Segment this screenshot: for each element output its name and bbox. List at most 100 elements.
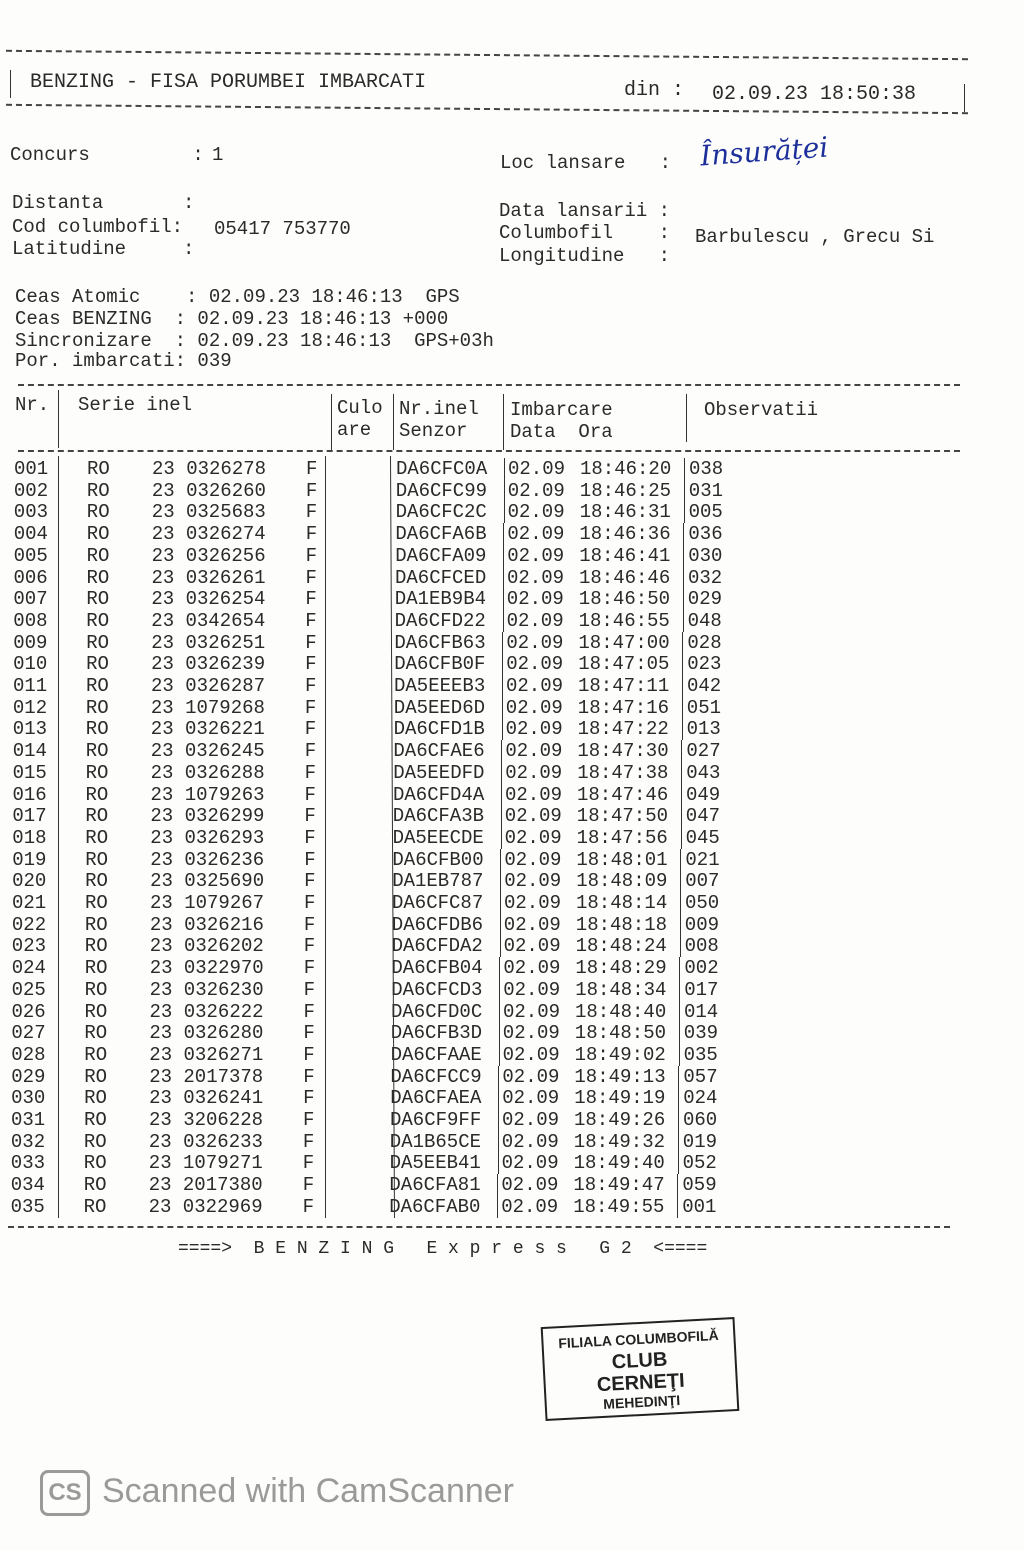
country-cell: RO	[83, 1174, 107, 1197]
country-cell: RO	[85, 740, 109, 763]
nr-cell: 011	[13, 675, 48, 697]
time-cell: 18:46:55	[578, 609, 670, 632]
column-divider	[680, 892, 681, 914]
time-cell: 18:47:11	[578, 675, 670, 697]
nr-cell: 025	[11, 978, 46, 1001]
table-row: 011 RO 23 0326287 F DA5EEEB3 02.09 18:47:11 042	[0, 675, 1024, 697]
column-divider	[679, 978, 681, 1001]
column-divider	[677, 1195, 679, 1218]
din-value: 02.09.23 18:50:38	[712, 83, 917, 106]
ceas-benzing: Ceas BENZING : 02.09.23 18:46:13 +000	[15, 308, 449, 330]
table-row: 012 RO 23 1079268 F DA5EED6D 02.09 18:47:16 051	[0, 696, 1024, 719]
date-cell: 02.09	[504, 870, 562, 893]
porumbei-imbarcati: Por. imbarcati: 039	[15, 350, 232, 372]
ring-number-cell: 23 0326216	[149, 913, 264, 936]
header-left-border	[10, 70, 11, 98]
ring-number-cell: 23 0326245	[150, 740, 265, 763]
time-cell: 18:47:30	[577, 740, 669, 763]
time-cell: 18:46:50	[578, 588, 671, 611]
time-cell: 18:48:29	[575, 957, 667, 980]
ring-number-cell: 23 1079271	[148, 1152, 263, 1175]
ring-number-cell: 23 0326293	[150, 826, 265, 849]
nr-cell: 031	[11, 1109, 46, 1131]
column-divider	[500, 805, 502, 828]
sex-cell: F	[304, 740, 317, 763]
observatii-cell: 035	[683, 1043, 718, 1066]
date-cell: 02.09	[508, 458, 566, 480]
ring-number-cell: 23 0325683	[151, 501, 266, 524]
country-cell: RO	[84, 1065, 107, 1088]
table-row: 013 RO 23 0326221 F DA6CFD1B 02.09 18:47:22 013	[0, 718, 1024, 741]
country-cell: RO	[86, 653, 109, 676]
table-row: 030 RO 23 0326241 F DA6CFAEA 02.09 18:49:19 024	[0, 1087, 1024, 1110]
column-divider	[680, 870, 682, 893]
column-divider	[683, 479, 685, 502]
table-row: 001 RO 23 0326278 F DA6CFC0A 02.09 18:46:20 038	[0, 458, 1024, 480]
nr-cell: 013	[12, 718, 48, 741]
footer-banner: ====> B E N Z I N G E x p r e s s G 2 <=…	[178, 1239, 708, 1259]
ring-number-cell: 23 0326222	[149, 1000, 264, 1023]
table-row: 034 RO 23 2017380 F DA6CFA81 02.09 18:49:47 059	[0, 1174, 1024, 1197]
table-header-border	[18, 450, 960, 452]
table-row: 009 RO 23 0326251 F DA6CFB63 02.09 18:47:00 028	[0, 631, 1024, 654]
column-divider	[679, 913, 681, 936]
table-row: 023 RO 23 0326202 F DA6CFDA2 02.09 18:48:24 008	[0, 935, 1024, 958]
header-right-border	[964, 84, 965, 112]
time-cell: 18:49:47	[573, 1174, 665, 1197]
din-label: din :	[624, 79, 685, 102]
sex-cell: F	[306, 458, 318, 480]
nr-cell: 008	[13, 609, 48, 632]
sex-cell: F	[305, 479, 318, 502]
nr-cell: 009	[13, 631, 48, 654]
ring-number-cell: 23 0326230	[149, 978, 264, 1001]
date-cell: 02.09	[507, 566, 565, 589]
country-cell: RO	[85, 870, 108, 893]
column-divider	[677, 1130, 679, 1153]
sex-cell: F	[304, 826, 316, 849]
column-divider	[497, 1195, 499, 1218]
sensor-cell: DA1B65CE	[389, 1130, 482, 1153]
table-row: 035 RO 23 0322969 F DA6CFAB0 02.09 18:49:55 001	[0, 1195, 1024, 1218]
column-divider	[678, 1109, 679, 1131]
time-cell: 18:47:22	[577, 718, 669, 741]
column-divider	[501, 718, 503, 741]
sensor-cell: DA6CFC99	[395, 479, 488, 502]
table-row: 010 RO 23 0326239 F DA6CFB0F 02.09 18:47:05 023	[0, 653, 1024, 676]
column-divider	[679, 957, 681, 980]
column-divider	[677, 1152, 679, 1175]
club-stamp: FILIALA COLUMBOFILĂ CLUB CERNEŢI MEHEDIN…	[540, 1316, 740, 1422]
sensor-cell: DA5EED6D	[393, 696, 486, 719]
ring-number-cell: 23 0322970	[149, 957, 264, 980]
ring-number-cell: 23 3206228	[149, 1109, 264, 1131]
country-cell: RO	[86, 544, 110, 567]
observatii-cell: 059	[682, 1174, 717, 1197]
observatii-cell: 051	[686, 696, 722, 719]
nr-cell: 017	[12, 805, 47, 828]
loc-lansare-handwritten: Însurăței	[699, 130, 830, 173]
date-cell: 02.09	[502, 1087, 560, 1110]
column-divider	[499, 913, 501, 936]
sex-cell: F	[303, 1022, 315, 1045]
sensor-cell: DA6CFAB0	[389, 1195, 481, 1218]
ring-number-cell: 23 0326288	[150, 761, 265, 784]
header-divider	[58, 390, 59, 448]
column-divider	[501, 783, 502, 806]
nr-cell: 024	[11, 957, 46, 980]
date-cell: 02.09	[502, 1022, 560, 1045]
column-divider	[501, 761, 503, 784]
ring-number-cell: 23 0326241	[149, 1087, 264, 1110]
col-header-nrinel-2: Senzor	[399, 420, 468, 442]
col-header-culoare-1: Culo	[337, 397, 383, 419]
sex-cell: F	[303, 935, 316, 958]
nr-cell: 014	[12, 740, 47, 763]
country-cell: RO	[86, 631, 109, 654]
ring-number-cell: 23 0326251	[151, 631, 266, 654]
country-cell: RO	[83, 1195, 107, 1218]
sex-cell: F	[303, 1065, 315, 1088]
header-divider	[331, 394, 332, 450]
column-divider	[683, 501, 685, 524]
nr-cell: 019	[12, 848, 47, 871]
nr-cell: 005	[13, 544, 48, 567]
time-cell: 18:48:18	[575, 913, 668, 936]
table-row: 018 RO 23 0326293 F DA5EECDE 02.09 18:47:56 045	[0, 826, 1024, 849]
